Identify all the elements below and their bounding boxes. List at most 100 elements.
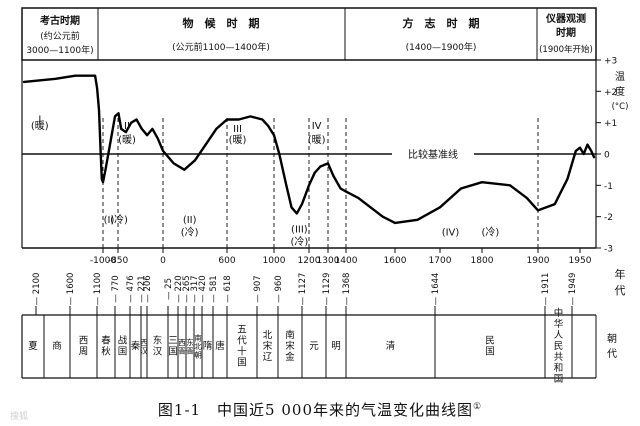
y-tick-label: -1 (604, 182, 613, 192)
y-axis-label-line-1: 温 (615, 71, 625, 83)
dynasty-row (21, 314, 597, 379)
year-mark-label: — 1644 (431, 273, 441, 306)
year-mark-label: — 1127 (298, 273, 308, 306)
annotation-label: IV (312, 121, 322, 132)
annotation-label: (冷) (110, 213, 128, 226)
period-instrument-title: 仪器观测 (545, 12, 586, 25)
period-annotations: I(暖) II(暖)(I)(冷) (II)(冷)III(暖)IV(暖)(III)(冷… (31, 115, 500, 248)
period-gazetteer-title: 方 志 时 期 (403, 16, 480, 30)
dynasty-name: 元 (309, 341, 319, 352)
x-tick-label: 1800 (471, 256, 494, 266)
x-tick-label: 600 (218, 256, 235, 266)
period-phenology-range: (公元前1100—1400年) (172, 41, 270, 53)
year-mark-label: — 206 (143, 275, 153, 302)
year-mark-label: — 1911 (541, 273, 551, 306)
x-tick-label: -850 (108, 256, 129, 266)
y-axis-label-line-2: 度 (615, 85, 625, 98)
y-tick-label: -2 (604, 213, 613, 223)
year-mark-label: — 220 (174, 275, 184, 302)
x-tick-label: 1700 (429, 256, 452, 266)
caption-footnote-mark: ① (473, 402, 483, 412)
annotation-label: II (124, 121, 130, 132)
year-mark-label: — 476 (126, 275, 136, 302)
year-mark-label: — 581 (209, 275, 219, 302)
annotation-label: I (38, 115, 41, 126)
dynasty-name: 三国 (168, 336, 178, 358)
period-archaeology-range: 3000—1100年) (26, 44, 93, 56)
dynasty-name: 清 (386, 340, 396, 352)
dynasty-names: 夏 商 西周春秋战国秦西汉东汉三国西晋东晋南北朝隋 唐 五代十国 北宋辽 南宋金 元 明 清 民国 中… (28, 307, 564, 385)
x-tick-label: 1400 (335, 256, 358, 266)
annotation-label: (I) (104, 215, 115, 226)
year-mark-label: — 907 (253, 275, 263, 302)
annotation-label: (暖) (31, 119, 49, 132)
year-mark-label: — 221 (137, 275, 147, 302)
dynasty-name: 西汉 (140, 338, 148, 356)
dynasty-name: 东晋 (186, 337, 194, 356)
annotation-label: (暖) (118, 133, 136, 146)
x-tick-label: 0 (160, 256, 166, 266)
year-mark-label: — 420 (198, 275, 208, 302)
dynasty-name: 战国 (118, 336, 128, 358)
year-mark-label: — 2100 (32, 273, 42, 306)
annotation-label: (IV) (442, 227, 460, 238)
x-tick-label: 1600 (384, 256, 407, 266)
y-tick-label: +2 (604, 88, 617, 98)
year-mark-label: — 1368 (342, 273, 352, 306)
dynasty-name: 南宋金 (285, 329, 295, 363)
year-mark-label: — 265 (182, 275, 192, 302)
x-tick-label: 1300 (317, 256, 340, 266)
dynasty-name: 夏 (28, 341, 38, 352)
dynasty-row-label-line-2: 代 (607, 348, 617, 360)
dynasty-name: 春秋 (101, 335, 111, 358)
dynasty-year-marks: — 2100 — 1600 — 1100 — 770 — 476— 221— 206 — … (32, 273, 578, 315)
dynasty-name: 隋 (203, 340, 213, 352)
dynasty-name: 东汉 (153, 335, 163, 358)
annotation-label: (II) (183, 215, 197, 226)
y-axis-label: 温 度 (°C) (612, 71, 629, 112)
dynasty-name: 明 (331, 341, 341, 352)
dynasty-name: 五代十国 (237, 325, 247, 369)
year-mark-label: — 960 (274, 275, 284, 302)
dynasty-name: 民国 (485, 336, 495, 358)
y-tick-label: +1 (604, 119, 617, 129)
period-instrument-subtitle: 时期 (556, 26, 576, 39)
dynasty-name: 西晋 (178, 338, 186, 356)
x-tick-label: 1900 (527, 256, 550, 266)
annotation-label: (III) (291, 224, 308, 235)
dynasty-name: 西周 (79, 336, 89, 358)
y-axis-label-line-3: (°C) (612, 102, 629, 112)
annotation-label: III (233, 124, 242, 135)
period-instrument-range: (1900年开始) (539, 44, 593, 55)
x-tick-label: -1000 (90, 256, 116, 266)
temperature-chart: 考古时期 (约公元前 3000—1100年) 物 候 时 期 (公元前1100—… (21, 7, 629, 385)
x-tick-label: 1000 (263, 256, 286, 266)
dynasty-name: 秦 (131, 340, 141, 352)
y-axis-ticks: +3 +2 +1 0 -1 -2 -3 (596, 57, 617, 255)
annotation-label: (冷) (181, 225, 199, 238)
annotation-label: (暖) (229, 133, 247, 146)
x-axis-label-line-2: 代 (615, 284, 626, 297)
dynasty-name: 北宋辽 (263, 330, 273, 363)
period-phenology-title: 物 候 时 期 (183, 16, 260, 30)
year-mark-label: — 1129 (322, 273, 332, 306)
dynasty-row-label-line-1: 朝 (607, 333, 617, 345)
dynasty-name: 南北朝 (194, 333, 202, 360)
year-mark-label: — 1949 (568, 273, 578, 306)
annotation-label: (暖) (308, 133, 326, 146)
x-tick-label: 1200 (298, 256, 321, 266)
year-mark-label: — 1100 (93, 273, 103, 306)
y-tick-label: -3 (604, 245, 613, 255)
period-gazetteer-range: (1400—1900年) (406, 41, 477, 53)
year-mark-label: — 770 (111, 275, 121, 302)
dynasty-name: 中华人民共和国 (554, 307, 564, 385)
period-archaeology-subtitle: (约公元前 (40, 30, 80, 42)
y-tick-label: 0 (604, 151, 610, 161)
dynasty-name: 商 (52, 340, 62, 352)
y-tick-label: +3 (604, 57, 617, 67)
year-mark-label: — 25 (164, 278, 174, 300)
dynasty-name: 唐 (215, 340, 225, 352)
watermark: 搜狐 (10, 412, 29, 422)
